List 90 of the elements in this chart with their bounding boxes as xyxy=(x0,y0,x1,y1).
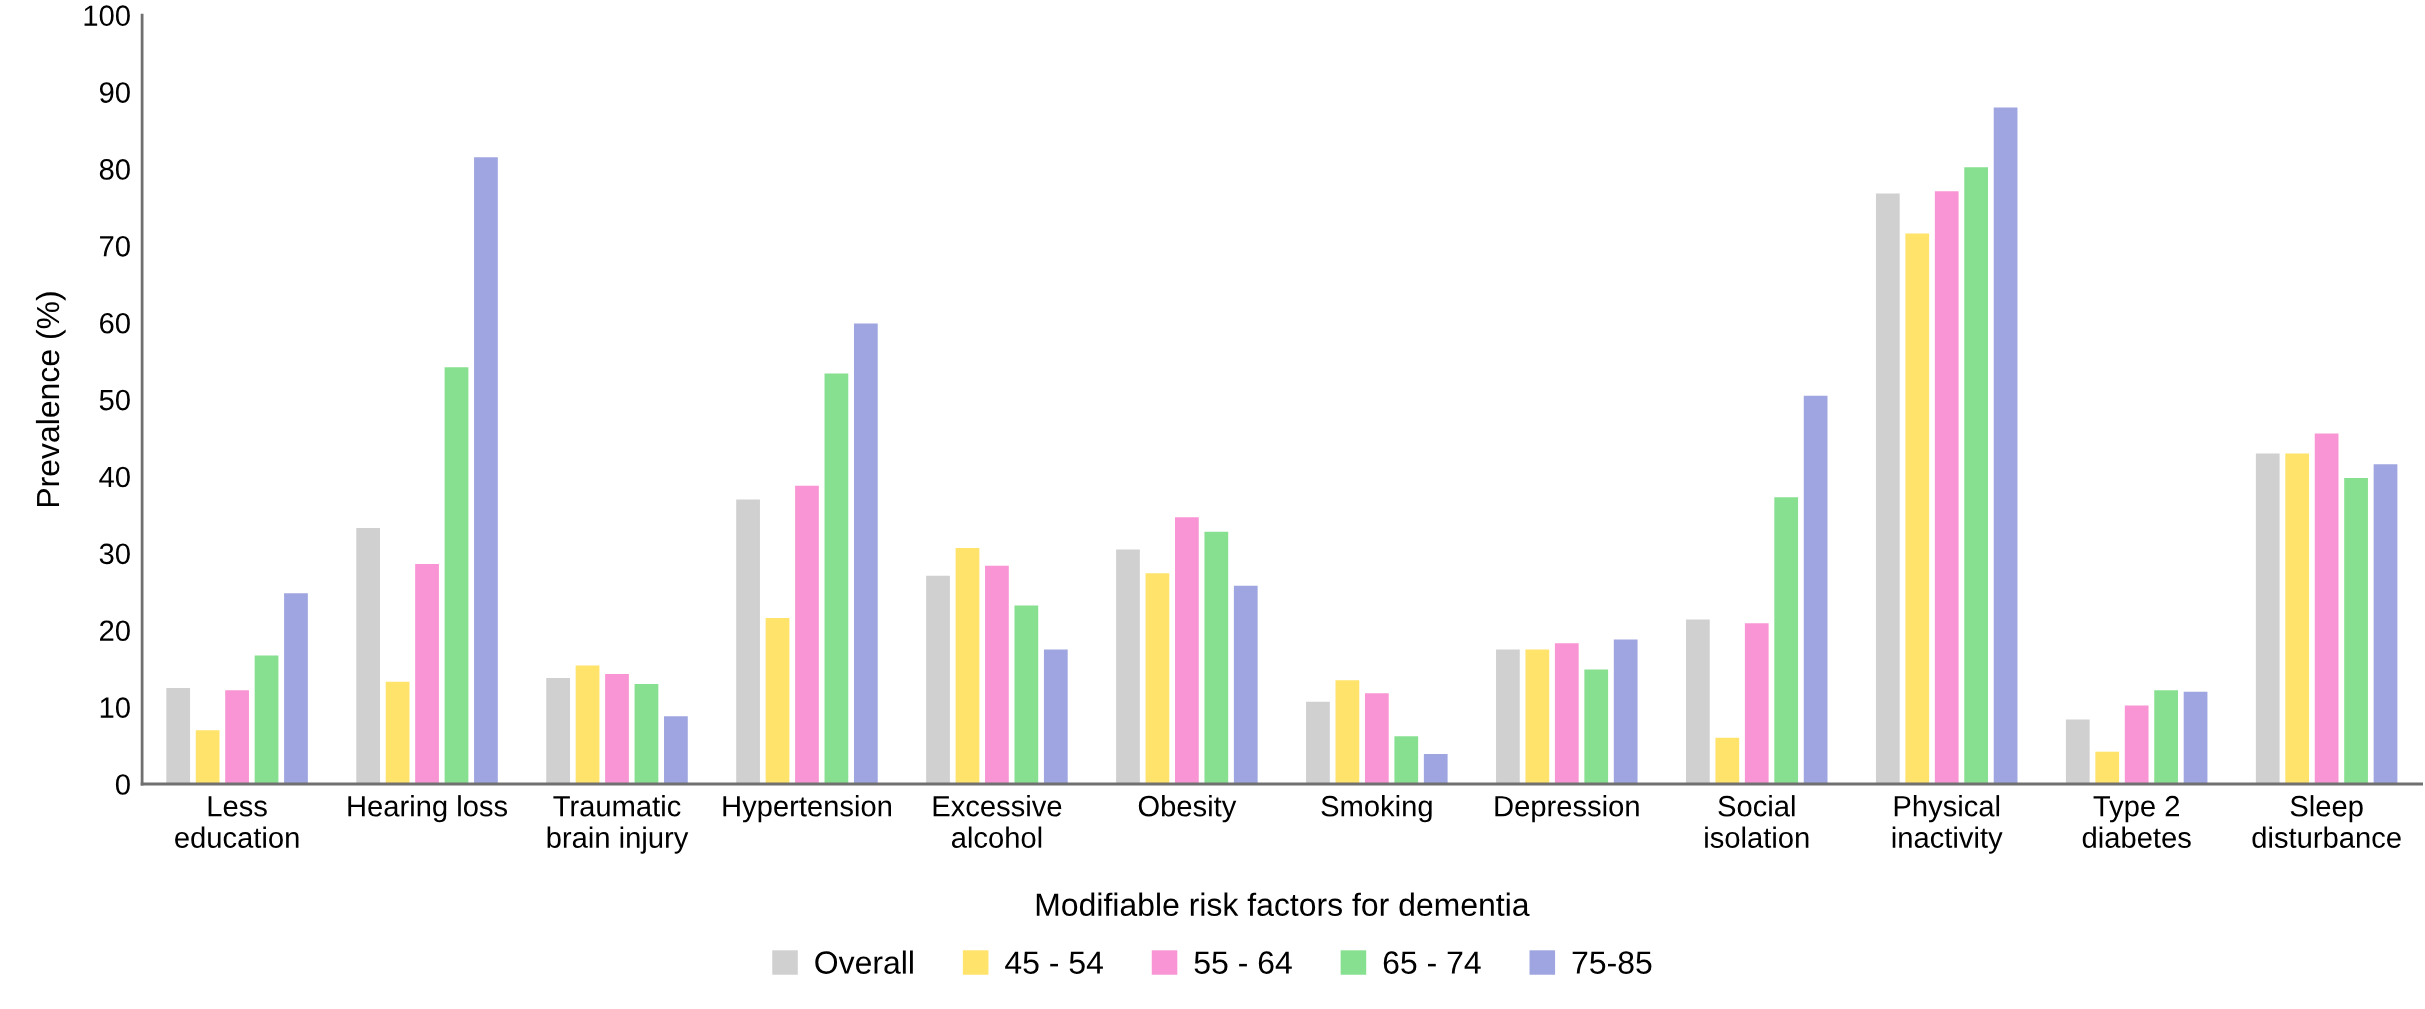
bar xyxy=(2124,705,2149,784)
bar xyxy=(1584,669,1609,784)
x-tick-label: Type 2 diabetes xyxy=(2082,795,2191,848)
bar xyxy=(546,677,570,784)
x-tick-label: Sleep disturbance xyxy=(2252,795,2401,848)
x-tick-label: Excessive alcohol xyxy=(933,795,1062,848)
bar xyxy=(1774,497,1799,784)
bar xyxy=(415,564,439,784)
bar xyxy=(1394,736,1419,784)
bar xyxy=(2373,464,2398,784)
bar xyxy=(1014,605,1039,784)
y-tick-label: 0 xyxy=(115,774,130,795)
x-tick-label: Hypertension xyxy=(723,795,891,823)
bar xyxy=(2065,719,2090,784)
y-tick-label: 20 xyxy=(100,620,130,642)
x-tick-label: Physical inactivity xyxy=(1892,795,2003,854)
bar xyxy=(2183,691,2208,784)
bar xyxy=(1423,754,1448,784)
bar xyxy=(2255,453,2280,784)
legend-label: 45 - 54 xyxy=(1005,951,1103,974)
x-tick-label: Less education xyxy=(175,796,299,848)
bar xyxy=(1905,233,1930,784)
bar xyxy=(853,323,878,784)
y-tick-label: 10 xyxy=(100,697,130,718)
bar xyxy=(1364,693,1389,784)
bar xyxy=(1875,193,1900,784)
bar xyxy=(1145,573,1170,784)
bar xyxy=(664,716,688,784)
y-tick-label: 60 xyxy=(100,312,130,334)
y-tick-label: 100 xyxy=(84,5,130,26)
legend-label: 65 - 74 xyxy=(1383,951,1481,974)
legend-label: 75-85 xyxy=(1572,951,1652,974)
bar xyxy=(166,687,191,784)
legend-label: Overall xyxy=(815,950,913,974)
y-axis-title: Prevalence (%) xyxy=(35,292,66,507)
bar xyxy=(634,684,659,784)
bar xyxy=(1043,649,1068,784)
bar xyxy=(1613,639,1638,784)
bar xyxy=(1934,191,1959,784)
bar xyxy=(824,373,849,784)
bar xyxy=(2314,433,2339,784)
bar xyxy=(1554,643,1579,784)
x-tick-label: Traumatic brain injury xyxy=(547,795,689,854)
bar xyxy=(356,527,381,784)
bar xyxy=(765,617,790,784)
bar xyxy=(926,575,950,784)
bar xyxy=(1715,737,1740,784)
x-tick-label: Smoking xyxy=(1321,795,1432,823)
bar xyxy=(1525,649,1550,784)
bar xyxy=(575,665,600,784)
bar xyxy=(444,367,469,784)
bar xyxy=(1964,167,1989,784)
x-tick-label: Social isolation xyxy=(1705,795,1809,848)
bar xyxy=(1803,395,1828,784)
bar xyxy=(1306,701,1330,784)
x-tick-label: Hearing loss xyxy=(348,795,508,823)
y-tick-label: 70 xyxy=(100,235,130,257)
bar xyxy=(1685,619,1710,784)
bar xyxy=(985,565,1009,784)
bar xyxy=(2344,477,2368,784)
y-tick-label: 50 xyxy=(99,389,130,411)
bar xyxy=(474,157,498,784)
bar xyxy=(254,655,279,784)
bar xyxy=(385,681,410,784)
bar xyxy=(2154,690,2178,784)
bar xyxy=(1116,549,1140,784)
y-tick-label: 90 xyxy=(99,82,130,103)
x-tick-label: Obesity xyxy=(1138,795,1237,823)
bar xyxy=(955,547,980,784)
y-tick-label: 80 xyxy=(99,159,130,180)
bar xyxy=(1335,680,1360,784)
bar xyxy=(605,674,629,784)
bar xyxy=(1204,531,1229,784)
bar xyxy=(1993,107,2018,784)
bar xyxy=(1175,517,1199,784)
legend-label: 55 - 64 xyxy=(1194,951,1292,974)
y-tick-label: 40 xyxy=(99,466,130,488)
x-tick-label: Depression xyxy=(1495,795,1639,823)
x-axis-title: Modifiable risk factors for dementia xyxy=(1036,892,1530,917)
bar xyxy=(1744,623,1769,784)
bar xyxy=(795,485,819,784)
bar xyxy=(2285,453,2310,784)
bar xyxy=(2095,751,2120,784)
bar xyxy=(195,730,220,784)
bar xyxy=(284,593,308,784)
bar xyxy=(1233,585,1258,784)
bar xyxy=(225,690,249,784)
bar xyxy=(736,499,760,784)
bar xyxy=(1496,649,1520,784)
y-tick-label: 30 xyxy=(99,543,130,565)
